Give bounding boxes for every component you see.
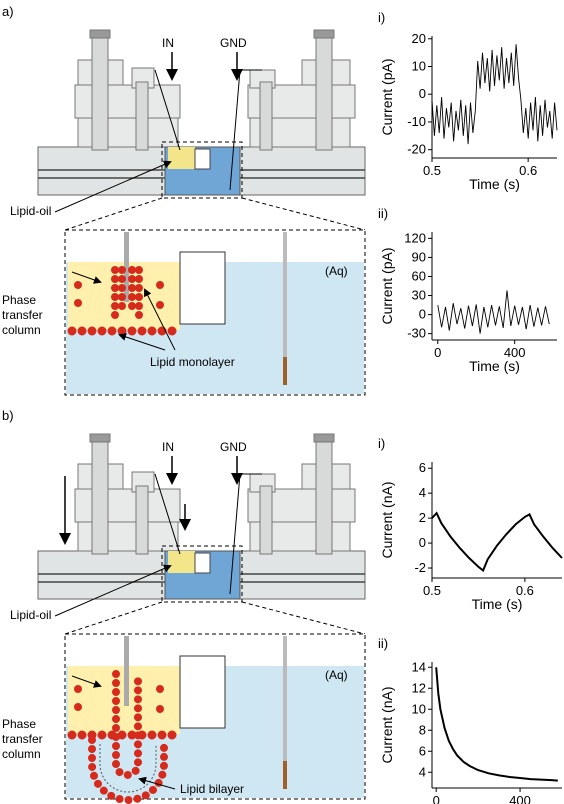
- lipid-oil-label: Lipid-oil: [10, 608, 51, 622]
- y-tick-label: -2: [414, 560, 426, 575]
- y-tick-label: 0: [419, 86, 426, 101]
- y-axis-label: Current (nA): [379, 481, 395, 558]
- chart: ii)4681012140400Time (s)Current (nA): [378, 636, 562, 804]
- x-tick-label: 0.5: [423, 583, 441, 598]
- y-tick-label: 10: [412, 59, 426, 74]
- in-label: IN: [162, 440, 174, 454]
- panel-label: i): [378, 436, 385, 451]
- panel-b-diagram: b) IN GND Lipid-oil (Aq) Phase transfer …: [2, 408, 365, 804]
- lipid-oil-label: Lipid-oil: [10, 204, 51, 218]
- panel-label: ii): [378, 636, 388, 651]
- x-tick-label: 0: [433, 793, 440, 804]
- y-tick-label: 8: [419, 722, 426, 737]
- panel-label: b): [2, 408, 14, 423]
- y-tick-label: 90: [412, 249, 426, 264]
- aq-label: (Aq): [325, 668, 348, 682]
- layer-label: Lipid monolayer: [150, 355, 235, 369]
- aq-label: (Aq): [325, 264, 348, 278]
- y-tick-label: 14: [412, 659, 426, 674]
- y-tick-label: 6: [419, 460, 426, 475]
- y-tick-label: 0: [419, 535, 426, 550]
- x-tick-label: 400: [504, 345, 526, 360]
- x-axis-label: Time (s): [469, 358, 520, 374]
- panel-label: a): [2, 4, 14, 19]
- layer-label: Lipid bilayer: [180, 782, 244, 796]
- x-axis-label: Time (s): [472, 596, 523, 612]
- column-label: column: [2, 747, 41, 761]
- y-axis-label: Current (pA): [379, 247, 395, 324]
- y-tick-label: 12: [412, 680, 426, 695]
- y-tick-label: -30: [407, 326, 426, 341]
- panel-label: i): [378, 10, 385, 25]
- y-tick-label: 20: [412, 31, 426, 46]
- column-label: Phase: [2, 717, 36, 731]
- data-line: [431, 44, 558, 145]
- panel-a-diagram: a) IN GND Lipid-oil (Aq) Phase transfer …: [2, 4, 365, 395]
- y-tick-label: 60: [412, 268, 426, 283]
- gnd-label: GND: [220, 440, 247, 454]
- gnd-label: GND: [220, 36, 247, 50]
- data-line: [437, 290, 550, 334]
- y-axis-label: Current (nA): [379, 686, 395, 763]
- y-tick-label: -20: [407, 142, 426, 157]
- x-tick-label: 0.5: [423, 163, 441, 178]
- y-tick-label: 30: [412, 288, 426, 303]
- x-tick-label: 0: [434, 345, 441, 360]
- y-axis-label: Current (pA): [379, 58, 395, 135]
- y-tick-label: 2: [419, 510, 426, 525]
- panel-label: ii): [378, 206, 388, 221]
- x-tick-label: 0.6: [516, 583, 534, 598]
- x-tick-label: 0.6: [519, 163, 537, 178]
- column-label: Phase: [2, 293, 36, 307]
- in-label: IN: [162, 36, 174, 50]
- y-tick-label: 4: [419, 485, 426, 500]
- data-line: [431, 511, 563, 573]
- y-tick-label: -10: [407, 114, 426, 129]
- data-line: [435, 667, 558, 782]
- y-tick-label: 4: [419, 764, 426, 779]
- column-label: column: [2, 323, 41, 337]
- y-tick-label: 6: [419, 743, 426, 758]
- y-tick-label: 10: [412, 701, 426, 716]
- column-label: transfer: [2, 732, 43, 746]
- x-axis-label: Time (s): [469, 176, 520, 192]
- y-tick-label: 0: [419, 307, 426, 322]
- column-label: transfer: [2, 308, 43, 322]
- x-tick-label: 400: [509, 793, 531, 804]
- y-tick-label: 120: [404, 230, 426, 245]
